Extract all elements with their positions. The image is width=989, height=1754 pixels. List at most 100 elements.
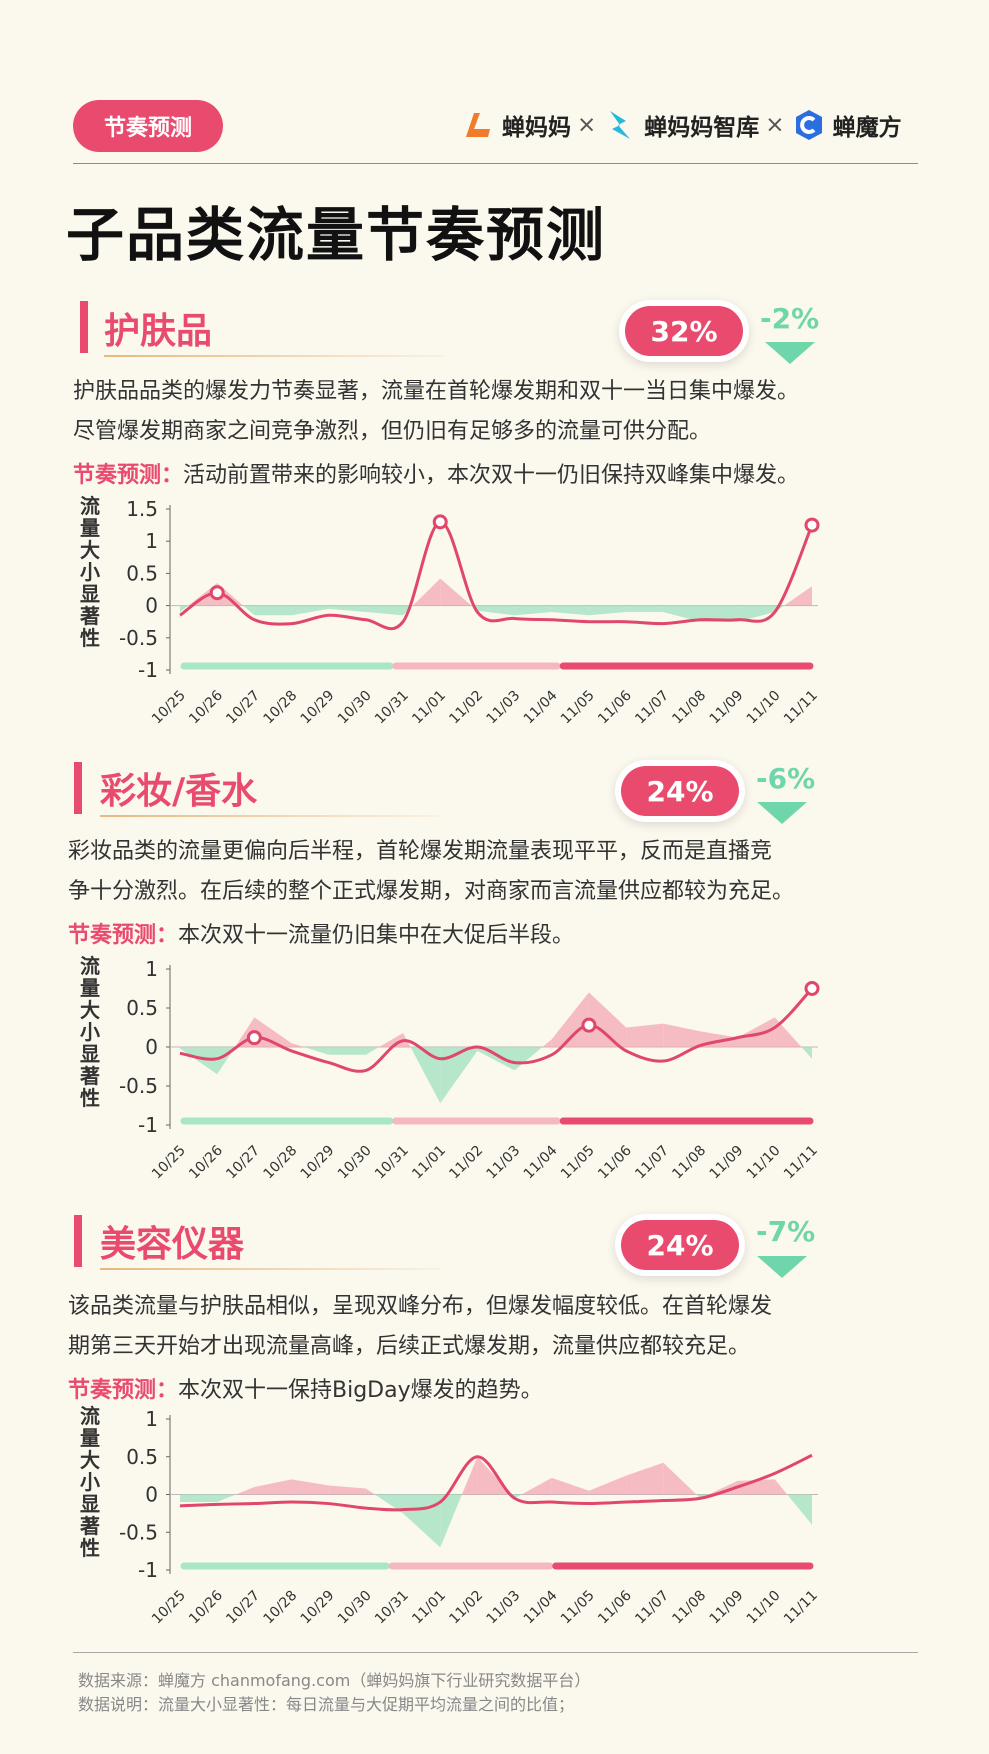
series-line: [179, 987, 814, 1073]
x-tick-label: 10/27: [223, 1143, 263, 1183]
area-segment: [180, 605, 189, 613]
y-axis-label: 流量大小显著性: [78, 1405, 102, 1559]
area-segment: [708, 1480, 738, 1495]
down-arrow-icon: [757, 802, 807, 824]
rhythm-prediction: 节奏预测：活动前置带来的影响较小，本次双十一仍旧保持双峰集中爆发。: [73, 463, 800, 488]
y-tick-label: 0.5: [126, 561, 158, 585]
x-tick-label: 11/08: [669, 1588, 709, 1628]
area-segment: [663, 605, 701, 622]
x-tick-label: 11/03: [484, 1143, 524, 1183]
area-segment: [551, 992, 589, 1047]
x-tick-label: 11/04: [521, 1142, 561, 1182]
y-tick-label: 0.5: [126, 996, 158, 1020]
data-point-marker: [432, 514, 448, 530]
y-axis-label-char: 量: [80, 516, 100, 540]
y-axis-label-char: 大: [80, 538, 100, 562]
x-tick-label: 11/05: [558, 1588, 598, 1628]
x-tick-label: 10/27: [223, 1588, 263, 1628]
rhythm-prediction: 节奏预测：本次双十一流量仍旧集中在大促后半段。: [68, 923, 575, 948]
area-segment: [403, 1494, 441, 1548]
y-tick-label: -0.5: [119, 1520, 158, 1544]
area-segment: [291, 1043, 304, 1047]
area-segment: [663, 1462, 697, 1495]
y-axis-label-char: 显: [80, 582, 100, 606]
x-tick-label: 11/10: [744, 1588, 784, 1628]
x-tick-label: 10/28: [261, 688, 301, 728]
x-tick-label: 11/11: [781, 688, 821, 728]
x-tick-label: 11/07: [632, 1588, 672, 1628]
x-tick-label: 10/29: [298, 688, 338, 728]
area-segment: [303, 1047, 329, 1055]
x-tick-label: 11/01: [409, 1588, 449, 1628]
x-tick-label: 10/28: [261, 1588, 301, 1628]
area-segment: [217, 1494, 236, 1503]
y-tick-label: -0.5: [119, 626, 158, 650]
y-tick-label: -0.5: [119, 1074, 158, 1098]
x-tick-label: 11/10: [744, 688, 784, 728]
x-tick-label: 11/09: [707, 688, 747, 728]
y-axis-label-char: 流: [80, 494, 100, 518]
y-tick-label: 1: [145, 957, 158, 981]
chart-svg: 10.50-0.5-110/2510/2610/2710/2810/2910/3…: [119, 1407, 821, 1628]
area-segment: [663, 1023, 701, 1047]
area-segment: [700, 605, 738, 622]
data-point-marker: [581, 1017, 597, 1033]
area-segment: [477, 1047, 515, 1071]
area-segment: [626, 1462, 664, 1495]
area-segment: [291, 1479, 329, 1495]
delta-value: -2%: [760, 302, 820, 335]
area-segment: [626, 605, 664, 613]
area-segment: [514, 1494, 522, 1499]
x-tick-label: 10/30: [335, 1143, 375, 1183]
x-tick-label: 10/30: [335, 688, 375, 728]
delta-value: -7%: [756, 1215, 816, 1248]
x-tick-label: 11/07: [632, 1143, 672, 1183]
y-axis-label-char: 性: [80, 626, 100, 650]
area-segment: [412, 578, 441, 606]
section-description: 护肤品品类的爆发力节奏显著，流量在首轮爆发期和双十一当日集中爆发。 尽管爆发期商…: [73, 379, 800, 444]
area-segment: [328, 1047, 366, 1055]
area-segment: [328, 605, 366, 613]
section-underline: [100, 1268, 440, 1270]
x-tick-label: 11/04: [521, 687, 561, 727]
x-tick-label: 10/25: [149, 688, 189, 728]
data-note: 数据说明：流量大小显著性：每日流量与大促期平均流量之间的比值；: [78, 1695, 575, 1714]
x-tick-label: 11/08: [669, 688, 709, 728]
section-description: 彩妆品类的流量更偏向后半程，首轮爆发期流量表现平平，反而是直播竞 争十分激烈。在…: [68, 839, 795, 904]
y-tick-label: -1: [138, 658, 158, 682]
area-segment: [626, 1023, 664, 1047]
y-tick-label: 1: [145, 529, 158, 553]
chart-svg: 10.50-0.5-110/2510/2610/2710/2810/2910/3…: [119, 957, 821, 1183]
area-segment: [801, 1047, 812, 1059]
y-tick-label: 1.5: [126, 497, 158, 521]
area-segment: [403, 1032, 411, 1047]
x-tick-label: 11/09: [707, 1143, 747, 1183]
area-segment: [514, 605, 552, 616]
x-tick-label: 11/09: [707, 1588, 747, 1628]
rhythm-prediction: 节奏预测：本次双十一保持BigDay爆发的趋势。: [68, 1378, 543, 1403]
area-segment: [588, 1475, 627, 1495]
area-segment: [188, 583, 218, 606]
area-segment: [588, 992, 627, 1047]
down-arrow-icon: [765, 342, 815, 364]
x-tick-label: 10/31: [372, 1588, 412, 1628]
x-tick-label: 10/26: [186, 1142, 226, 1182]
area-segment: [551, 1477, 589, 1495]
area-segment: [254, 1479, 292, 1495]
y-tick-label: 1: [145, 1407, 158, 1431]
area-segment: [542, 1039, 552, 1047]
brand-chanmama: 蝉妈妈: [460, 107, 571, 143]
area-segment: [217, 1047, 236, 1075]
area-segment: [180, 1047, 218, 1075]
area-segment: [291, 605, 329, 616]
y-axis-label-char: 大: [80, 1448, 100, 1472]
x-tick-label: 11/06: [595, 1142, 635, 1182]
area-segment: [461, 1456, 478, 1495]
x-tick-label: 10/27: [223, 688, 263, 728]
y-axis-label-char: 性: [80, 1536, 100, 1560]
section-description: 该品类流量与护肤品相似，呈现双峰分布，但爆发幅度较低。在首轮爆发 期第三天开始才…: [68, 1294, 773, 1359]
area-segment: [254, 605, 292, 616]
x-tick-label: 10/26: [186, 687, 226, 727]
area-segment: [737, 605, 775, 622]
down-arrow-icon: [757, 1256, 807, 1278]
